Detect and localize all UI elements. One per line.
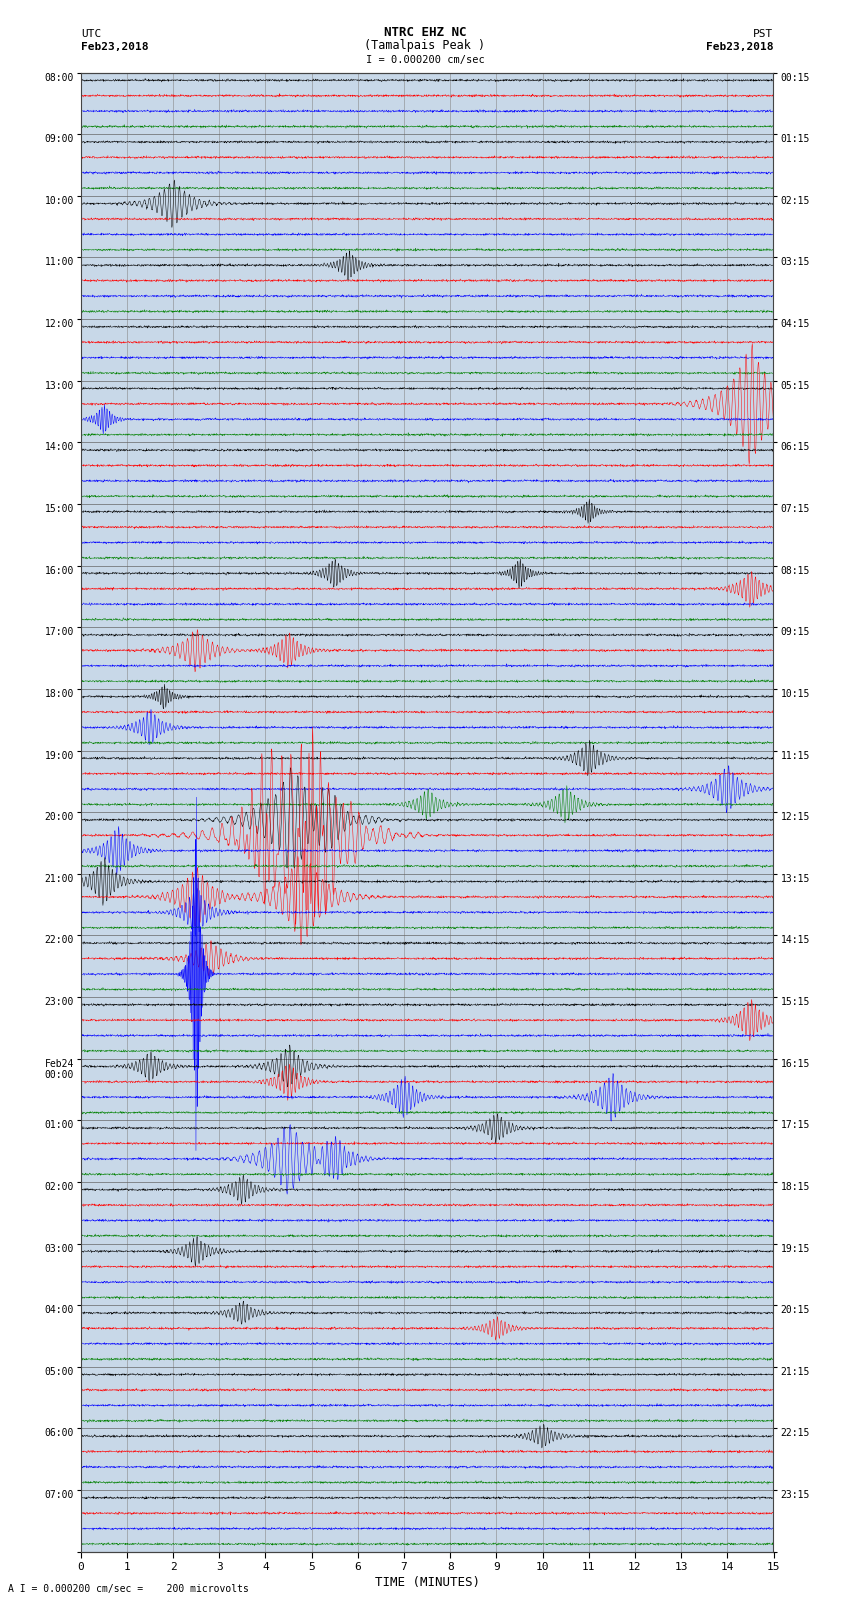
Text: I = 0.000200 cm/sec: I = 0.000200 cm/sec: [366, 55, 484, 65]
Text: Feb23,2018: Feb23,2018: [706, 42, 774, 52]
Text: Feb23,2018: Feb23,2018: [81, 42, 148, 52]
Text: (Tamalpais Peak ): (Tamalpais Peak ): [365, 39, 485, 52]
X-axis label: TIME (MINUTES): TIME (MINUTES): [375, 1576, 479, 1589]
Text: UTC: UTC: [81, 29, 101, 39]
Text: NTRC EHZ NC: NTRC EHZ NC: [383, 26, 467, 39]
Text: PST: PST: [753, 29, 774, 39]
Text: A I = 0.000200 cm/sec =    200 microvolts: A I = 0.000200 cm/sec = 200 microvolts: [8, 1584, 249, 1594]
